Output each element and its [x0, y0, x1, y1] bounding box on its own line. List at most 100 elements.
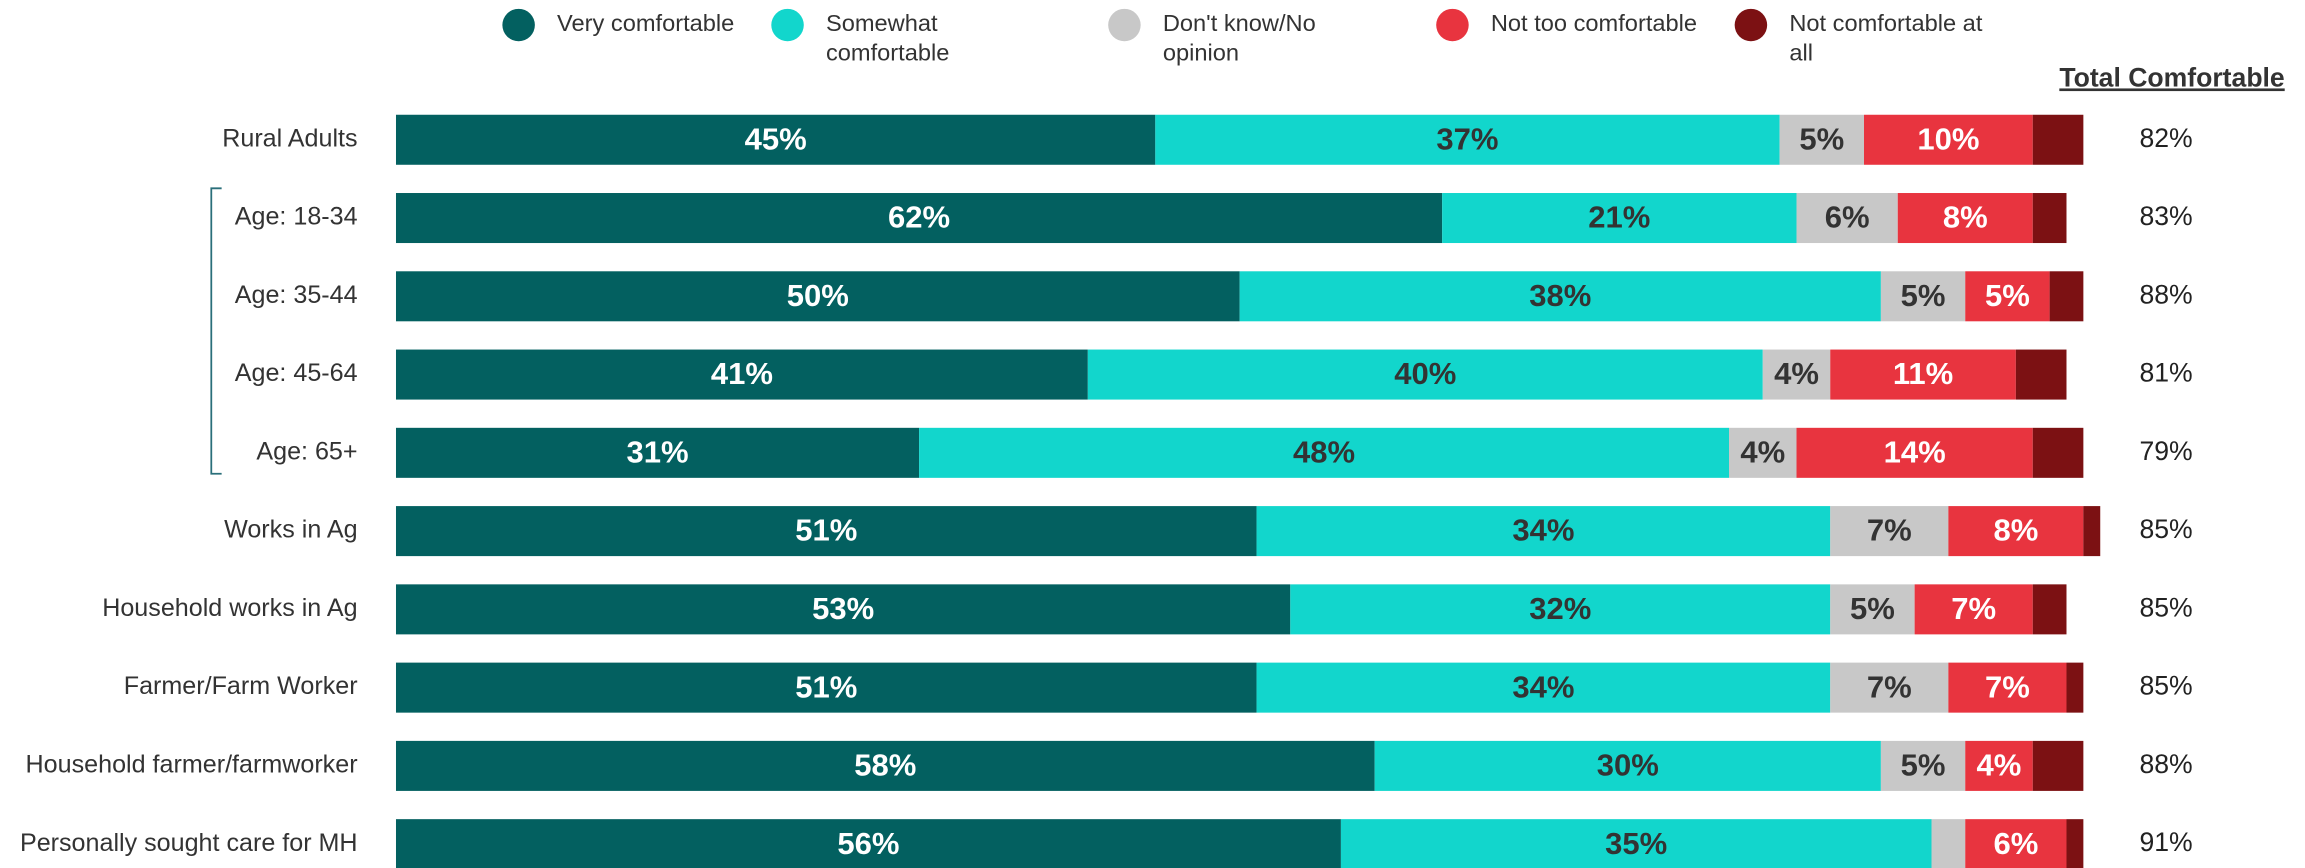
- total-label: 85%: [2140, 592, 2193, 622]
- bar-segment: [395, 427, 920, 478]
- total-label: 91%: [2140, 827, 2193, 857]
- category-label: Age: 18-34: [235, 203, 358, 231]
- bar-segment: [1340, 819, 1932, 868]
- bar-segment: [1965, 740, 2033, 791]
- bar-segment: [1830, 584, 1915, 635]
- bar-segment: [1087, 349, 1763, 400]
- total-label: 88%: [2140, 749, 2193, 779]
- value-label: 7%: [1867, 669, 1912, 704]
- bar-segment: [1155, 114, 1780, 165]
- legend-label: Very comfortable: [557, 10, 734, 36]
- totals-title: Total Comfortable: [2059, 62, 2284, 92]
- category-label: Farmer/Farm Worker: [124, 672, 358, 700]
- category-label: Age: 65+: [256, 437, 357, 465]
- value-label: 38%: [1529, 278, 1591, 313]
- bar-segment: [1948, 662, 2067, 713]
- value-label: 5%: [1901, 748, 1946, 783]
- total-label: 85%: [2140, 671, 2193, 701]
- bar-segment: [395, 740, 1375, 791]
- value-label: 4%: [1977, 748, 2022, 783]
- bar-segment: [1830, 506, 1949, 557]
- value-label: 8%: [1943, 200, 1988, 235]
- category-label: Age: 35-44: [235, 281, 358, 309]
- bar-segment: [1914, 584, 2033, 635]
- bar-segment: [2032, 193, 2067, 244]
- total-label: 81%: [2140, 358, 2193, 388]
- bar-segment: [1374, 740, 1881, 791]
- bar-segment: [1239, 271, 1881, 322]
- bar-segment: [2032, 114, 2084, 165]
- total-label: 82%: [2140, 123, 2193, 153]
- bar-segment: [1880, 740, 1966, 791]
- value-label: 4%: [1774, 356, 1819, 391]
- legend-swatch: [1108, 8, 1141, 42]
- bar-segment: [1830, 662, 1949, 713]
- bar-segment: [1796, 427, 2033, 478]
- value-label: 31%: [626, 435, 688, 470]
- bar-segment: [395, 114, 1156, 165]
- bar-segment: [1290, 584, 1831, 635]
- value-label: 34%: [1512, 669, 1574, 704]
- category-label: Household farmer/farmworker: [26, 751, 358, 779]
- value-label: 30%: [1597, 748, 1659, 783]
- value-label: 5%: [1850, 591, 1895, 626]
- bar-segment: [1864, 114, 2033, 165]
- bar-segment: [2032, 584, 2067, 635]
- value-label: 5%: [1901, 278, 1946, 313]
- bar-segment: [1948, 506, 2084, 557]
- value-label: 7%: [1867, 513, 1912, 548]
- category-label: Works in Ag: [224, 516, 357, 544]
- legend-swatch: [771, 8, 804, 42]
- value-label: 62%: [888, 200, 950, 235]
- value-label: 5%: [1799, 121, 1844, 156]
- value-label: 5%: [1985, 278, 2030, 313]
- legend-swatch: [502, 8, 535, 42]
- bar-segment: [1897, 193, 2033, 244]
- age-bracket: [210, 187, 222, 475]
- bar-segment: [1729, 427, 1797, 478]
- value-label: 11%: [1893, 356, 1953, 391]
- bar-segment: [1880, 271, 1966, 322]
- bar-segment: [395, 662, 1257, 713]
- bar-segment: [919, 427, 1730, 478]
- value-label: 40%: [1394, 356, 1456, 391]
- legend-label: Not comfortable at all: [1789, 10, 1983, 65]
- bar-segment: [395, 819, 1341, 868]
- value-label: 10%: [1917, 121, 1979, 156]
- category-label: Age: 45-64: [235, 359, 358, 387]
- value-label: 45%: [745, 121, 807, 156]
- bar-segment: [395, 506, 1257, 557]
- bar-segment: [2015, 349, 2067, 400]
- bar-segment: [2083, 506, 2101, 557]
- value-label: 50%: [787, 278, 849, 313]
- value-label: 51%: [795, 513, 857, 548]
- value-label: 7%: [1951, 591, 1996, 626]
- bar-segment: [1931, 819, 1966, 868]
- total-label: 83%: [2140, 201, 2193, 231]
- bar-segment: [1256, 662, 1831, 713]
- legend-label: Don't know/No opinion: [1163, 10, 1316, 65]
- bar-segment: [1965, 271, 2050, 322]
- bar-segment: [1796, 193, 1898, 244]
- bar-segment: [1965, 819, 2067, 868]
- bar-segment: [2066, 662, 2084, 713]
- bar-segment: [395, 271, 1240, 322]
- total-label: 85%: [2140, 514, 2193, 544]
- bar-segment: [2066, 819, 2084, 868]
- category-label: Personally sought care for MH: [20, 829, 358, 857]
- bar-segment: [395, 193, 1443, 244]
- value-label: 7%: [1985, 669, 2030, 704]
- legend-swatch: [1436, 8, 1469, 42]
- total-label: 88%: [2140, 279, 2193, 309]
- value-label: 48%: [1293, 435, 1355, 470]
- legend-label: Somewhat comfortable: [826, 10, 949, 65]
- value-label: 56%: [837, 826, 899, 861]
- bar-segment: [1830, 349, 2016, 400]
- bar-segment: [395, 584, 1291, 635]
- value-label: 8%: [1993, 513, 2038, 548]
- bar-segment: [1442, 193, 1797, 244]
- value-label: 51%: [795, 669, 857, 704]
- legend-label: Not too comfortable: [1491, 10, 1697, 36]
